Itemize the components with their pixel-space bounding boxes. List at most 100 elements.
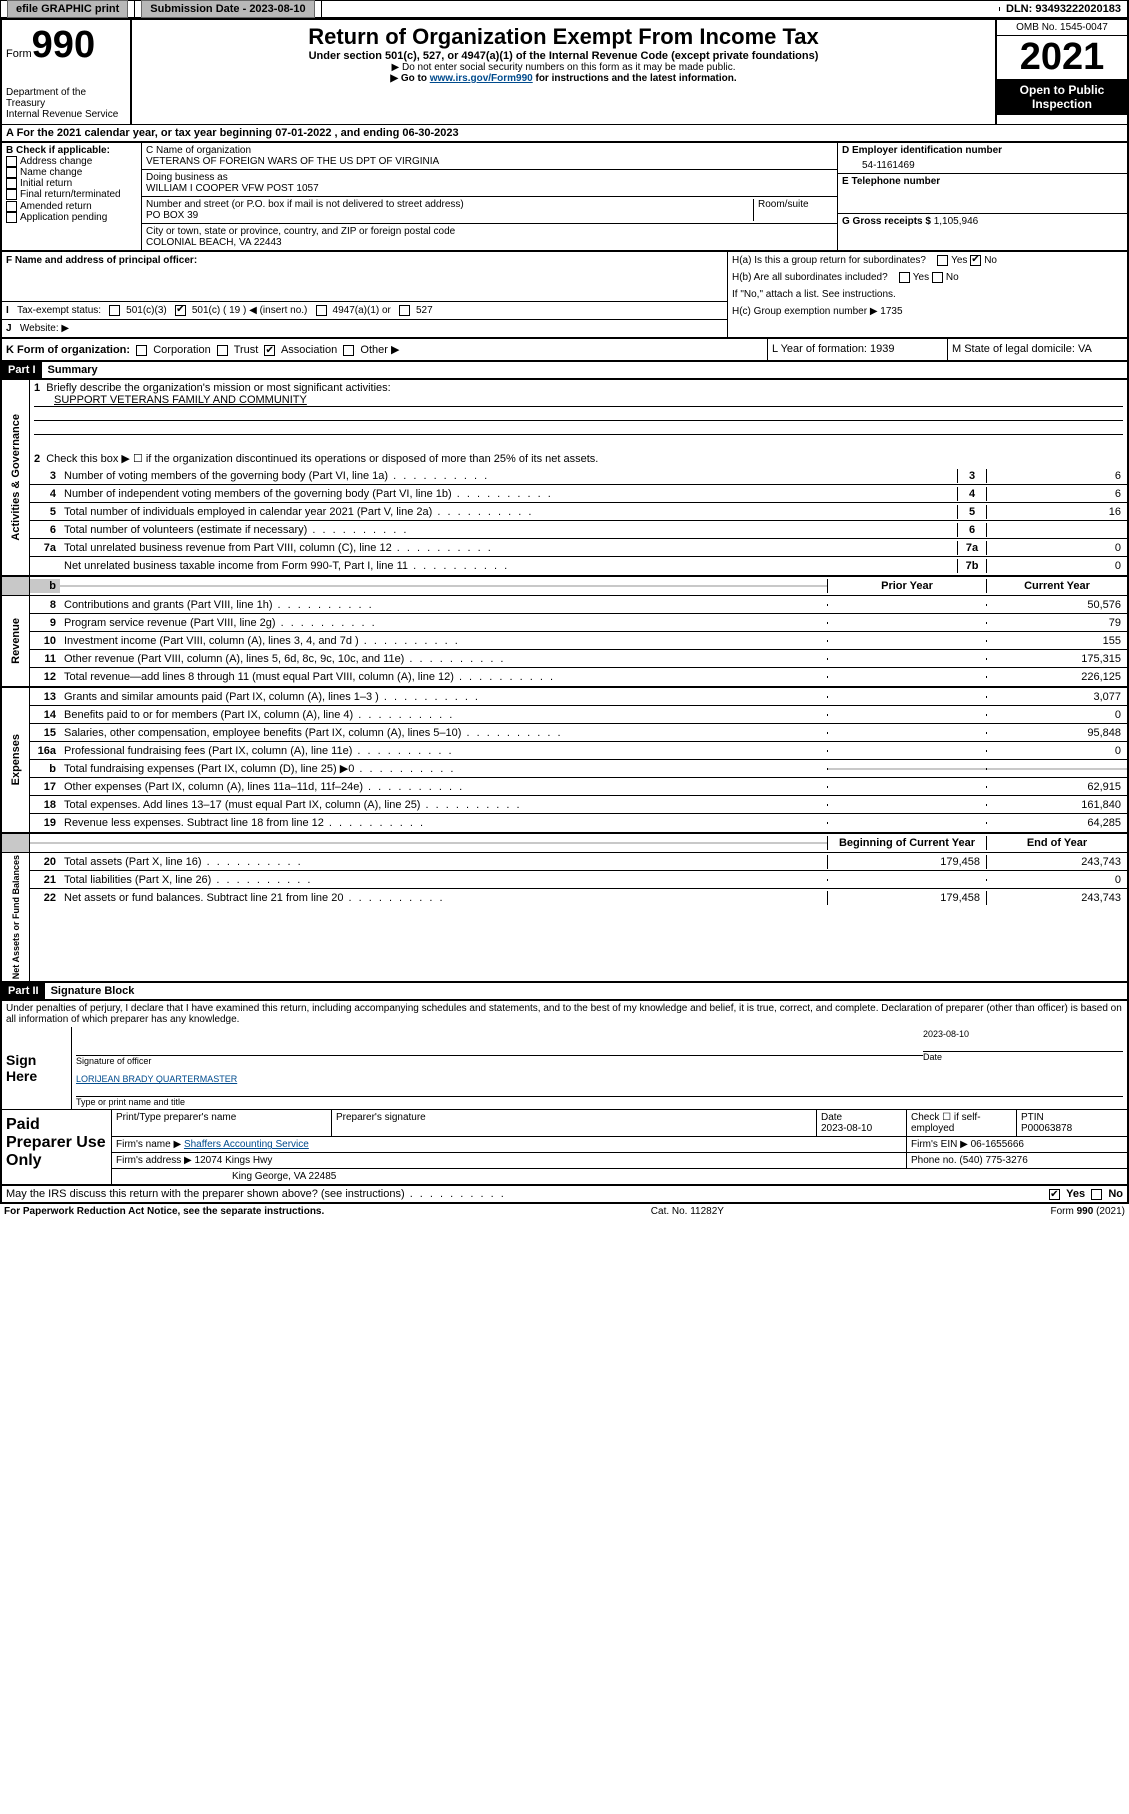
goto-pre: ▶ Go to <box>390 73 429 84</box>
check-name[interactable]: Name change <box>6 167 137 178</box>
check-assoc[interactable] <box>264 345 275 356</box>
firm-phone: (540) 775-3276 <box>959 1155 1027 1166</box>
efile-print-button[interactable]: efile GRAPHIC print <box>7 0 128 18</box>
omb-number: OMB No. 1545-0047 <box>997 20 1127 36</box>
firm-name-link[interactable]: Shaffers Accounting Service <box>184 1139 309 1150</box>
sections-k-l-m: K Form of organization: Corporation Trus… <box>2 339 1127 362</box>
org-name: VETERANS OF FOREIGN WARS OF THE US DPT O… <box>146 156 833 167</box>
may-irs-row: May the IRS discuss this return with the… <box>2 1186 1127 1202</box>
check-other[interactable] <box>343 345 354 356</box>
footer: For Paperwork Reduction Act Notice, see … <box>0 1204 1129 1219</box>
form-word: Form <box>6 48 32 60</box>
firm-ein: 06-1655666 <box>971 1139 1024 1150</box>
dln-label: DLN: 93493222020183 <box>1000 1 1128 17</box>
table-row: 13 Grants and similar amounts paid (Part… <box>30 688 1127 706</box>
netassets-section: Net Assets or Fund Balances 20 Total ass… <box>2 853 1127 983</box>
dept-treasury: Department of the TreasuryInternal Reven… <box>6 87 126 120</box>
check-501c[interactable] <box>175 305 186 316</box>
check-527[interactable] <box>399 305 410 316</box>
check-ha-yes[interactable] <box>937 255 948 266</box>
dba-label: Doing business as <box>146 172 833 183</box>
table-row: 8 Contributions and grants (Part VIII, l… <box>30 596 1127 614</box>
table-row: Net unrelated business taxable income fr… <box>30 557 1127 575</box>
year-headers: b Prior Year Current Year <box>2 577 1127 596</box>
org-name-label: C Name of organization <box>146 145 833 156</box>
form-number-box: Form990 Department of the TreasuryIntern… <box>2 20 132 124</box>
section-j: J Website: ▶ <box>2 320 727 337</box>
check-trust[interactable] <box>217 345 228 356</box>
dba-name: WILLIAM I COOPER VFW POST 1057 <box>146 183 833 194</box>
check-address[interactable]: Address change <box>6 156 137 167</box>
check-ha-no[interactable] <box>970 255 981 266</box>
section-c: C Name of organization VETERANS OF FOREI… <box>142 143 837 250</box>
paid-preparer-row: Paid Preparer Use Only Print/Type prepar… <box>2 1110 1127 1186</box>
date-label: Date <box>923 1052 942 1062</box>
ptin-value: P00063878 <box>1021 1123 1072 1134</box>
street-value: PO BOX 39 <box>146 210 753 221</box>
mission-text: SUPPORT VETERANS FAMILY AND COMMUNITY <box>34 394 307 406</box>
line2-text: Check this box ▶ ☐ if the organization d… <box>46 453 598 465</box>
check-self-employed[interactable]: Check ☐ if self-employed <box>907 1110 1017 1136</box>
submission-date-button[interactable]: Submission Date - 2023-08-10 <box>141 0 314 18</box>
firm-addr2: King George, VA 22485 <box>112 1169 1127 1184</box>
check-irs-no[interactable] <box>1091 1189 1102 1200</box>
section-f: F Name and address of principal officer: <box>2 252 727 302</box>
table-row: 11 Other revenue (Part VIII, column (A),… <box>30 650 1127 668</box>
check-corp[interactable] <box>136 345 147 356</box>
ein-label: D Employer identification number <box>842 145 1123 156</box>
note-goto: ▶ Go to www.irs.gov/Form990 for instruct… <box>140 73 987 84</box>
street-label: Number and street (or P.O. box if mail i… <box>146 199 753 210</box>
begin-year-hdr: Beginning of Current Year <box>827 836 987 850</box>
prep-name-label: Print/Type preparer's name <box>112 1110 332 1136</box>
check-initial[interactable]: Initial return <box>6 178 137 189</box>
table-row: 7a Total unrelated business revenue from… <box>30 539 1127 557</box>
netassets-label: Net Assets or Fund Balances <box>9 853 23 981</box>
section-b: B Check if applicable: Address change Na… <box>2 143 142 250</box>
curr-year-hdr: Current Year <box>987 579 1127 593</box>
check-amended[interactable]: Amended return <box>6 201 137 212</box>
table-row: 10 Investment income (Part VIII, column … <box>30 632 1127 650</box>
check-4947[interactable] <box>316 305 327 316</box>
check-pending[interactable]: Application pending <box>6 212 137 223</box>
revenue-label: Revenue <box>8 616 24 666</box>
sign-here-label: Sign Here <box>2 1027 72 1109</box>
declaration-text: Under penalties of perjury, I declare th… <box>2 1001 1127 1027</box>
expenses-section: Expenses 13 Grants and similar amounts p… <box>2 688 1127 834</box>
prep-sig-label: Preparer's signature <box>332 1110 817 1136</box>
form-number: 990 <box>32 24 95 66</box>
officer-name[interactable]: LORIJEAN BRADY QUARTERMASTER <box>76 1074 1123 1084</box>
firm-addr1: 12074 Kings Hwy <box>195 1155 273 1166</box>
table-row: 16a Professional fundraising fees (Part … <box>30 742 1127 760</box>
section-a: A For the 2021 calendar year, or tax yea… <box>2 125 1127 143</box>
check-final[interactable]: Final return/terminated <box>6 189 137 200</box>
open-inspection: Open to Public Inspection <box>997 79 1127 115</box>
prior-year-hdr: Prior Year <box>827 579 987 593</box>
irs-link[interactable]: www.irs.gov/Form990 <box>430 73 533 84</box>
sign-here-row: Sign Here Signature of officer 2023-08-1… <box>2 1027 1127 1110</box>
expenses-label: Expenses <box>8 732 24 787</box>
net-headers: Beginning of Current Year End of Year <box>2 834 1127 853</box>
check-hb-yes[interactable] <box>899 272 910 283</box>
governance-label: Activities & Governance <box>8 412 24 543</box>
footer-right: Form 990 (2021) <box>1051 1206 1125 1217</box>
check-hb-no[interactable] <box>932 272 943 283</box>
phone-label: E Telephone number <box>842 176 1123 187</box>
part2-header: Part IISignature Block <box>2 983 1127 1001</box>
revenue-section: Revenue 8 Contributions and grants (Part… <box>2 596 1127 688</box>
table-row: 14 Benefits paid to or for members (Part… <box>30 706 1127 724</box>
tax-year: 2021 <box>997 36 1127 79</box>
check-501c3[interactable] <box>109 305 120 316</box>
check-irs-yes[interactable] <box>1049 1189 1060 1200</box>
end-year-hdr: End of Year <box>987 836 1127 850</box>
table-row: 18 Total expenses. Add lines 13–17 (must… <box>30 796 1127 814</box>
sig-officer-label: Signature of officer <box>76 1056 151 1066</box>
top-bar: efile GRAPHIC print Submission Date - 20… <box>0 0 1129 18</box>
section-b-label: B Check if applicable: <box>6 145 137 156</box>
part1-header: Part ISummary <box>2 362 1127 380</box>
form-container: Form990 Department of the TreasuryIntern… <box>0 18 1129 1204</box>
title-box: Return of Organization Exempt From Incom… <box>132 20 997 124</box>
sections-b-through-g: B Check if applicable: Address change Na… <box>2 143 1127 252</box>
note-ssn: ▶ Do not enter social security numbers o… <box>140 62 987 73</box>
section-h: H(a) Is this a group return for subordin… <box>727 252 1127 337</box>
table-row: 19 Revenue less expenses. Subtract line … <box>30 814 1127 832</box>
